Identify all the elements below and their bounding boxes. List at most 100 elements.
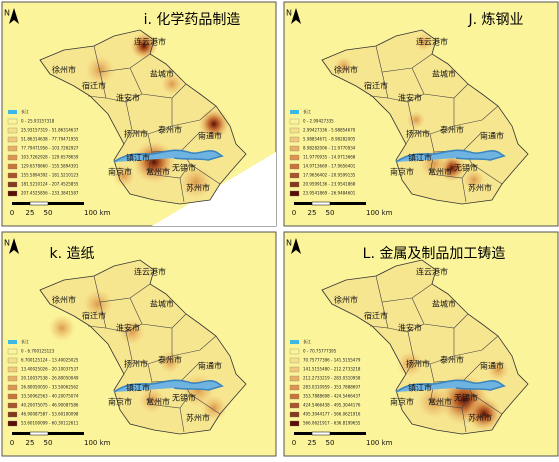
north-arrow bbox=[291, 8, 301, 24]
city-label: 徐州市 bbox=[334, 295, 358, 305]
legend-swatch bbox=[289, 411, 300, 418]
scale-label: 50 bbox=[326, 209, 335, 217]
legend-swatch bbox=[289, 366, 300, 373]
city-label: 常州市 bbox=[146, 167, 170, 177]
city-boundary bbox=[93, 275, 151, 303]
scale-label: 100 km bbox=[84, 209, 111, 217]
legend-river-swatch bbox=[290, 110, 299, 114]
legend-class-label: 2.99427336 - 5.98854670 bbox=[303, 128, 356, 133]
scale-bar-b bbox=[29, 431, 49, 436]
city-boundary bbox=[129, 297, 187, 329]
density-hotspot bbox=[82, 288, 114, 320]
city-boundary bbox=[405, 359, 415, 375]
density-hotspot bbox=[416, 384, 452, 420]
panel-title: L. 金属及制品加工铸造 bbox=[363, 246, 506, 262]
city-label: 盐城市 bbox=[150, 299, 174, 309]
north-arrow bbox=[291, 238, 301, 254]
city-boundary bbox=[471, 393, 503, 415]
legend-river-label: 长江 bbox=[21, 108, 29, 114]
legend-class-label: 25.93157319 - 51.86314637 bbox=[21, 128, 79, 133]
density-hotspot bbox=[198, 108, 230, 140]
legend-class-label: 566.0621917 - 636.8199655 bbox=[303, 421, 361, 426]
legend-swatch bbox=[7, 384, 18, 391]
legend-swatch bbox=[7, 411, 18, 418]
city-label: 南京市 bbox=[390, 167, 414, 177]
city-label: 无锡市 bbox=[454, 163, 478, 173]
legend-class-label: 353.7888698 - 424.5466437 bbox=[303, 394, 361, 399]
city-label: 淮安市 bbox=[116, 93, 140, 103]
legend-swatch bbox=[7, 172, 18, 179]
density-hotspot bbox=[462, 168, 486, 192]
city-label: 南京市 bbox=[108, 397, 132, 407]
legend-swatch bbox=[7, 375, 18, 382]
scale-bar-b bbox=[311, 431, 331, 436]
legend-class-label: 33.50062563 - 40.20075074 bbox=[21, 394, 79, 399]
city-boundary bbox=[179, 177, 185, 203]
legend-swatch bbox=[289, 118, 300, 125]
city-label: 盐城市 bbox=[150, 69, 174, 79]
legend-swatch bbox=[289, 420, 300, 427]
city-boundary bbox=[189, 163, 221, 185]
city-boundary bbox=[453, 105, 499, 127]
north-label: N bbox=[286, 9, 292, 18]
legend-swatch bbox=[7, 118, 18, 125]
city-label: 南京市 bbox=[390, 397, 414, 407]
city-boundary bbox=[461, 407, 467, 433]
legend-class-label: 212.2733219 - 283.0310958 bbox=[303, 376, 361, 381]
city-boundary bbox=[171, 105, 217, 127]
density-hotspot bbox=[414, 32, 434, 52]
city-boundary bbox=[93, 45, 151, 73]
city-label: 镇江市 bbox=[408, 383, 432, 393]
legend-class-label: 8.98282006 - 11.9770934 bbox=[303, 146, 356, 151]
city-boundary bbox=[375, 275, 433, 303]
legend-class-label: 181.5210124 - 207.4525855 bbox=[21, 182, 79, 187]
scale-bar-c bbox=[48, 202, 84, 205]
city-label: 连云港市 bbox=[134, 267, 166, 277]
density-hotspot bbox=[160, 72, 184, 96]
city-boundary bbox=[123, 359, 133, 375]
scale-bar-b bbox=[29, 201, 49, 206]
scale-label: 0 bbox=[10, 439, 14, 447]
city-label: 泰州市 bbox=[158, 125, 182, 135]
legend-river-swatch bbox=[290, 340, 299, 344]
density-hotspot bbox=[178, 164, 214, 200]
density-hotspot bbox=[118, 318, 146, 346]
legend-swatch bbox=[7, 366, 18, 373]
city-label: 盐城市 bbox=[432, 299, 456, 309]
city-label: 南京市 bbox=[108, 167, 132, 177]
city-label: 连云港市 bbox=[416, 267, 448, 277]
north-arrow bbox=[9, 238, 19, 254]
city-label: 宿迁市 bbox=[364, 311, 388, 321]
density-hotspot bbox=[48, 314, 76, 342]
city-boundary bbox=[171, 335, 217, 357]
legend-class-label: 0 - 25.93157318 bbox=[21, 119, 55, 124]
scale-label: 100 km bbox=[84, 439, 111, 447]
city-label: 徐州市 bbox=[52, 295, 76, 305]
yangtze-river bbox=[395, 149, 506, 163]
yangtze-river bbox=[113, 379, 224, 393]
legend-swatch bbox=[289, 357, 300, 364]
legend-class-label: 40.20075075 - 46.90087586 bbox=[21, 403, 79, 408]
density-hotspot bbox=[334, 56, 354, 76]
city-boundary bbox=[411, 297, 469, 329]
density-hotspot bbox=[130, 32, 158, 60]
scale-label: 25 bbox=[308, 209, 317, 217]
legend-swatch bbox=[7, 145, 18, 152]
legend-class-label: 20.9599136 - 23.9541868 bbox=[303, 182, 356, 187]
north-label: N bbox=[286, 239, 292, 248]
legend-class-label: 424.5466438 - 495.3044176 bbox=[303, 403, 361, 408]
legend-swatch bbox=[7, 190, 18, 197]
legend-swatch bbox=[7, 154, 18, 161]
city-label: 无锡市 bbox=[172, 163, 196, 173]
density-hotspot bbox=[486, 358, 510, 382]
scale-label: 0 bbox=[292, 209, 296, 217]
province-outline bbox=[39, 259, 247, 435]
panel-title: k. 造纸 bbox=[49, 246, 94, 262]
legend-river-label: 长江 bbox=[303, 108, 311, 114]
north-label: N bbox=[4, 239, 10, 248]
city-label: 徐州市 bbox=[334, 65, 358, 75]
city-label: 宿迁市 bbox=[82, 81, 106, 91]
